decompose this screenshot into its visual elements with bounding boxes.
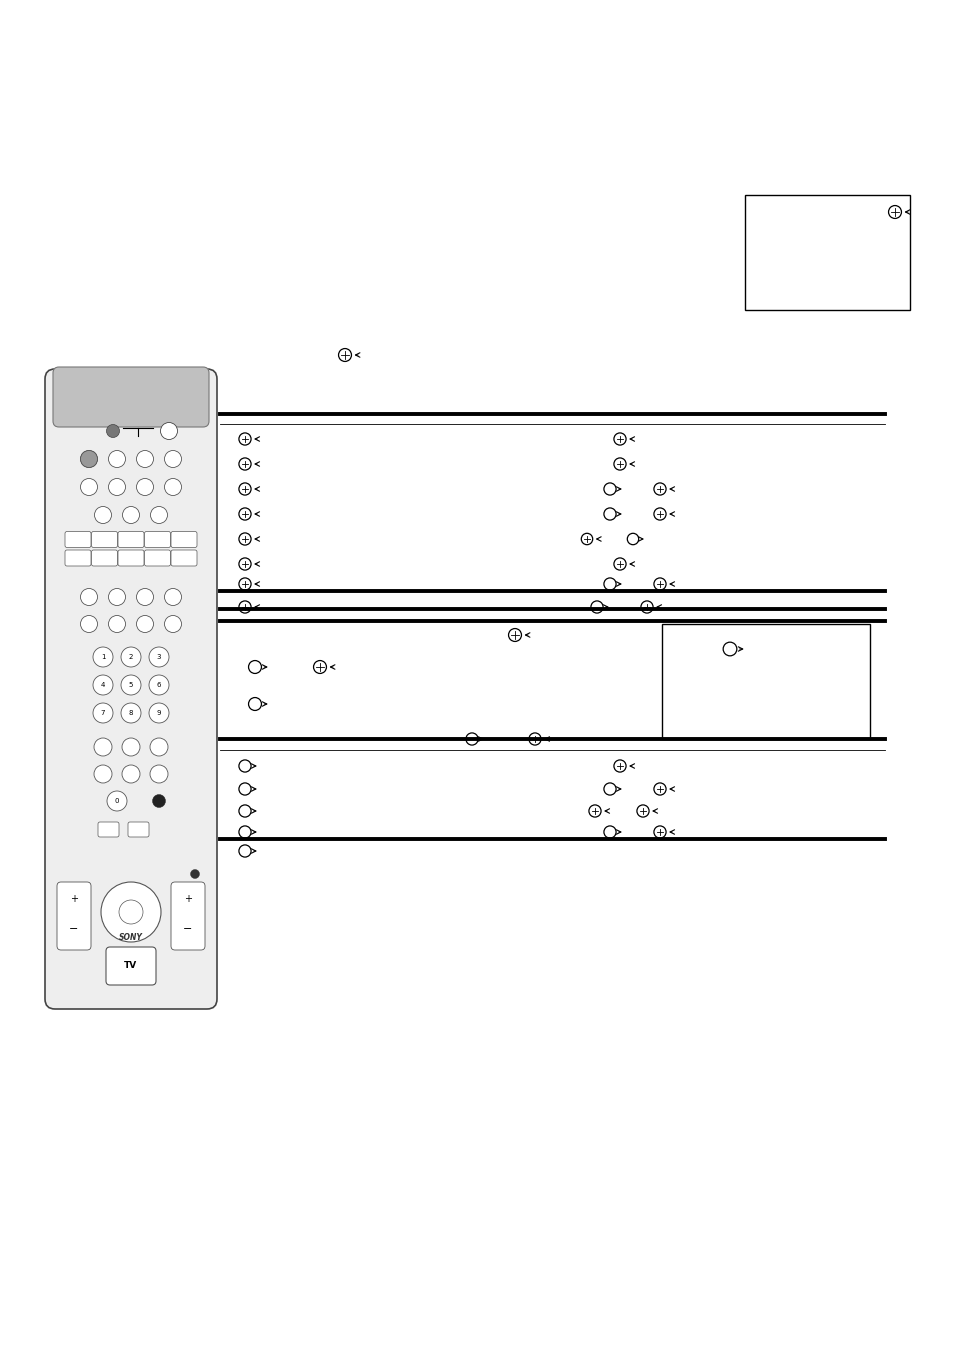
Circle shape [136,588,153,606]
Circle shape [164,479,181,495]
FancyBboxPatch shape [91,550,117,567]
Circle shape [136,451,153,468]
Circle shape [92,674,112,695]
Circle shape [94,738,112,755]
FancyBboxPatch shape [45,370,216,1009]
Circle shape [191,870,199,878]
Circle shape [164,588,181,606]
Circle shape [149,703,169,723]
Circle shape [160,422,177,440]
Circle shape [136,479,153,495]
Circle shape [80,451,97,468]
Circle shape [80,588,97,606]
Circle shape [122,738,140,755]
FancyBboxPatch shape [118,550,144,567]
Circle shape [101,882,161,942]
Text: SONY: SONY [119,932,143,942]
Circle shape [149,674,169,695]
Circle shape [121,648,141,666]
Circle shape [152,795,165,808]
Text: 9: 9 [156,710,161,716]
FancyBboxPatch shape [171,550,196,567]
FancyBboxPatch shape [171,882,205,950]
Circle shape [80,615,97,633]
Circle shape [136,615,153,633]
Text: −: − [183,924,193,934]
Text: −: − [70,924,78,934]
Text: 2: 2 [129,654,133,660]
Circle shape [94,765,112,782]
Circle shape [94,506,112,523]
Circle shape [150,765,168,782]
Circle shape [121,674,141,695]
Circle shape [109,615,126,633]
Circle shape [121,703,141,723]
Text: 4: 4 [101,683,105,688]
FancyBboxPatch shape [128,822,149,836]
Text: 3: 3 [156,654,161,660]
Bar [744,196,909,310]
FancyBboxPatch shape [144,550,171,567]
FancyBboxPatch shape [91,532,117,548]
FancyBboxPatch shape [53,367,209,428]
Circle shape [119,900,143,924]
Circle shape [109,479,126,495]
Circle shape [109,451,126,468]
Circle shape [80,479,97,495]
FancyBboxPatch shape [65,550,91,567]
Text: +: + [184,894,192,904]
Circle shape [164,451,181,468]
Bar [661,625,869,739]
Circle shape [109,588,126,606]
Circle shape [92,703,112,723]
Circle shape [151,506,168,523]
Text: 5: 5 [129,683,133,688]
FancyBboxPatch shape [171,532,196,548]
Circle shape [150,738,168,755]
Text: 0: 0 [114,799,119,804]
FancyBboxPatch shape [57,882,91,950]
Circle shape [107,425,119,437]
Circle shape [122,506,139,523]
Text: +: + [70,894,78,904]
Circle shape [107,791,127,811]
Text: TV: TV [124,962,137,970]
FancyBboxPatch shape [98,822,119,836]
Text: 8: 8 [129,710,133,716]
Text: 1: 1 [101,654,105,660]
Circle shape [80,451,97,468]
Circle shape [149,648,169,666]
Circle shape [122,765,140,782]
Text: 6: 6 [156,683,161,688]
FancyBboxPatch shape [118,532,144,548]
FancyBboxPatch shape [106,947,156,985]
FancyBboxPatch shape [65,532,91,548]
Circle shape [92,648,112,666]
Text: 7: 7 [101,710,105,716]
FancyBboxPatch shape [144,532,171,548]
Circle shape [164,615,181,633]
